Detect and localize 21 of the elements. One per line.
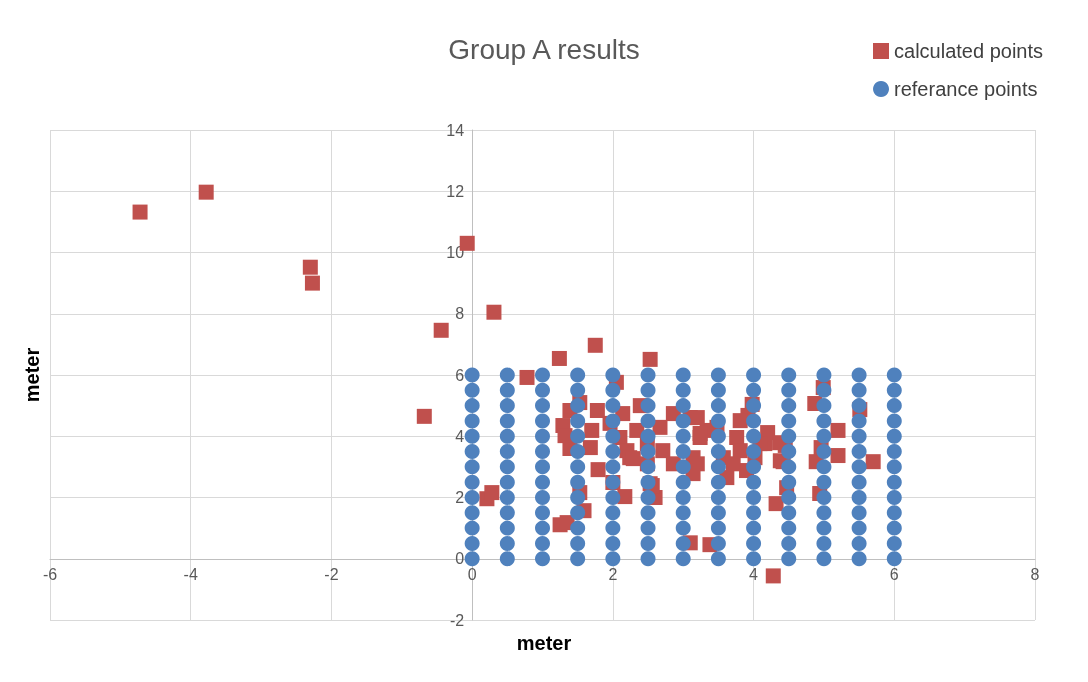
x-axis-title: meter [516,632,572,654]
y-tick-label: 8 [455,305,465,323]
y-tick-label: 0 [455,550,465,568]
legend-label: calculated points [894,40,1043,62]
y-tick-label: 14 [446,121,465,139]
legend-label: referance points [894,78,1038,100]
y-tick-label: 2 [455,489,465,506]
y-tick-label: 6 [455,366,465,384]
x-tick-label: -2 [324,566,339,584]
x-tick-label: 2 [608,566,618,584]
chart-title: Group A results [448,33,640,65]
x-tick-label: 0 [467,566,477,584]
x-tick-label: 4 [749,566,759,584]
y-axis-title: meter [21,347,43,403]
y-tick-label: 12 [446,182,465,200]
x-tick-label: -6 [42,566,58,584]
y-tick-label: 4 [455,427,465,445]
y-tick-label: -2 [449,611,465,629]
x-tick-label: 8 [1030,566,1040,584]
x-tick-label: -4 [183,566,198,584]
x-tick-label: 6 [889,566,899,584]
